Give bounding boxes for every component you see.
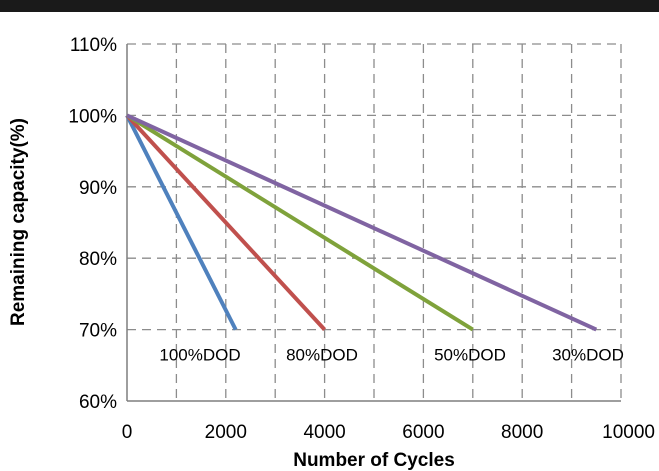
x-tick-label: 4000 (303, 422, 345, 443)
series-line (126, 113, 598, 332)
y-tick-label: 70% (79, 321, 117, 342)
tick-labels: 60% 70% 80% 90% 100% 110% 0 2000 4000 6000 8000 100… (68, 35, 655, 443)
series-line (125, 114, 327, 331)
y-tick-label: 60% (79, 392, 117, 413)
grid (127, 43, 622, 401)
x-tick-label: 10000 (602, 422, 655, 443)
plot-area (127, 44, 621, 401)
x-tick-label: 2000 (205, 422, 247, 443)
series-lines (125, 113, 598, 332)
y-tick-label: 110% (70, 35, 117, 56)
series-label: 100%DOD (159, 346, 240, 365)
x-tick-label: 0 (122, 422, 133, 443)
x-tick-label: 8000 (501, 422, 543, 443)
axes (126, 44, 621, 402)
y-tick-label: 100% (68, 106, 117, 127)
x-axis-title: Number of Cycles (293, 450, 455, 471)
y-tick-label: 90% (79, 178, 117, 199)
top-bar (0, 0, 659, 12)
series-line (125, 114, 238, 331)
series-line (125, 113, 474, 332)
x-tick-label: 6000 (402, 422, 444, 443)
series-label: 30%DOD (552, 346, 624, 365)
y-axis-title: Remaining capacity(%) (8, 118, 29, 326)
series-label: 80%DOD (286, 346, 358, 365)
series-label: 50%DOD (434, 346, 506, 365)
y-tick-label: 80% (79, 249, 117, 270)
series-annotations: 100%DOD 80%DOD 50%DOD 30%DOD (159, 346, 624, 365)
